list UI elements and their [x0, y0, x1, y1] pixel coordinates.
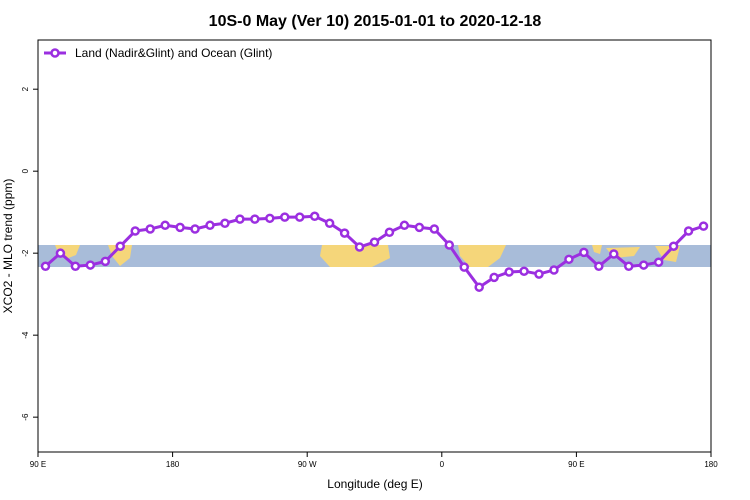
point: [474, 282, 484, 292]
land: [108, 245, 132, 266]
point: [564, 254, 574, 265]
point: [100, 256, 111, 267]
y-tick-label: 2: [21, 86, 30, 91]
point: [160, 220, 170, 231]
point: [399, 220, 410, 231]
point: [220, 218, 230, 228]
y-tick-label: -2: [21, 249, 30, 257]
legend-marker: [50, 48, 60, 58]
point: [40, 261, 51, 272]
plot-frame: [37, 39, 712, 453]
point: [145, 224, 155, 234]
point: [190, 224, 200, 234]
y-tick-label: 0: [21, 168, 30, 173]
land: [320, 245, 390, 267]
chart-title: 10S-0 May (Ver 10) 2015-01-01 to 2020-12…: [209, 13, 542, 30]
point: [55, 248, 66, 258]
point: [519, 266, 529, 276]
legend: Land (Nadir&Glint) and Ocean (Glint): [44, 46, 272, 60]
point: [459, 262, 469, 272]
point: [594, 261, 604, 272]
x-tick-label: 180: [166, 460, 180, 469]
point: [504, 267, 514, 277]
x-tick-label: 90 W: [298, 460, 317, 469]
point: [250, 214, 260, 224]
point: [534, 269, 544, 279]
point: [369, 237, 380, 247]
point: [638, 260, 649, 270]
y-axis-label: XCO2 - MLO trend (ppm): [1, 179, 15, 314]
x-tick-label: 90 E: [30, 460, 46, 469]
x-tick-label: 180: [704, 460, 718, 469]
x-tick-label: 0: [440, 460, 445, 469]
point: [489, 272, 499, 283]
point: [235, 214, 245, 224]
point: [668, 241, 679, 251]
land: [458, 245, 506, 267]
y-tick-label: -6: [21, 413, 30, 421]
point: [130, 226, 140, 236]
point: [354, 242, 365, 252]
point: [414, 222, 425, 233]
point: [579, 247, 589, 258]
point: [175, 222, 185, 233]
point: [698, 221, 709, 231]
point: [549, 265, 559, 275]
point: [609, 249, 619, 259]
point: [115, 241, 126, 251]
point: [309, 211, 320, 222]
legend-label: Land (Nadir&Glint) and Ocean (Glint): [75, 46, 272, 60]
point: [444, 240, 455, 250]
point: [85, 260, 96, 270]
point: [324, 218, 335, 228]
point: [429, 224, 440, 234]
x-tick-label: 90 E: [568, 460, 584, 469]
point: [280, 212, 290, 222]
x-axis-label: Longitude (deg E): [327, 477, 422, 491]
point: [339, 228, 350, 238]
point: [294, 212, 305, 222]
point: [70, 261, 81, 272]
y-tick-label: -4: [21, 331, 30, 339]
point: [384, 227, 395, 238]
land: [592, 245, 602, 254]
point: [205, 220, 215, 231]
point: [683, 226, 694, 236]
point: [653, 257, 664, 267]
point: [623, 261, 634, 272]
point: [265, 213, 275, 224]
